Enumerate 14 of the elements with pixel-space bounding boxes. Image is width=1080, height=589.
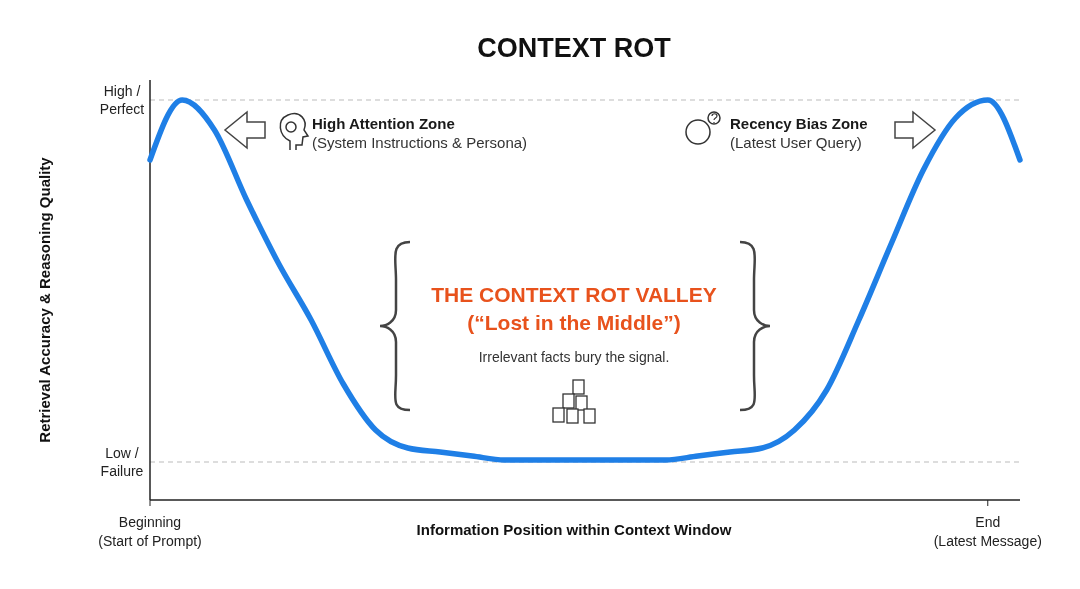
x-tick-label: Beginning (Start of Prompt) xyxy=(98,514,202,549)
annotation: (System Instructions & Persona) xyxy=(312,134,528,151)
annotation: THE CONTEXT ROT VALLEY xyxy=(431,283,717,306)
y-axis-title: Retrieval Accuracy & Reasoning Quality xyxy=(36,156,53,443)
annotation: Irrelevant facts bury the signal. xyxy=(478,349,670,365)
chart-title: CONTEXT ROT xyxy=(477,33,672,63)
x-tick-label: End (Latest Message) xyxy=(933,514,1042,549)
annotation: High Attention Zone xyxy=(312,115,455,132)
ref-line-label: High / Perfect xyxy=(99,83,145,117)
annotation: (Latest User Query) xyxy=(730,134,862,151)
annotation: (“Lost in the Middle”) xyxy=(467,311,681,334)
x-axis-title: Information Position within Context Window xyxy=(416,521,732,538)
annotation: Recency Bias Zone xyxy=(730,115,868,132)
ref-line-label: Low / Failure xyxy=(100,445,144,479)
